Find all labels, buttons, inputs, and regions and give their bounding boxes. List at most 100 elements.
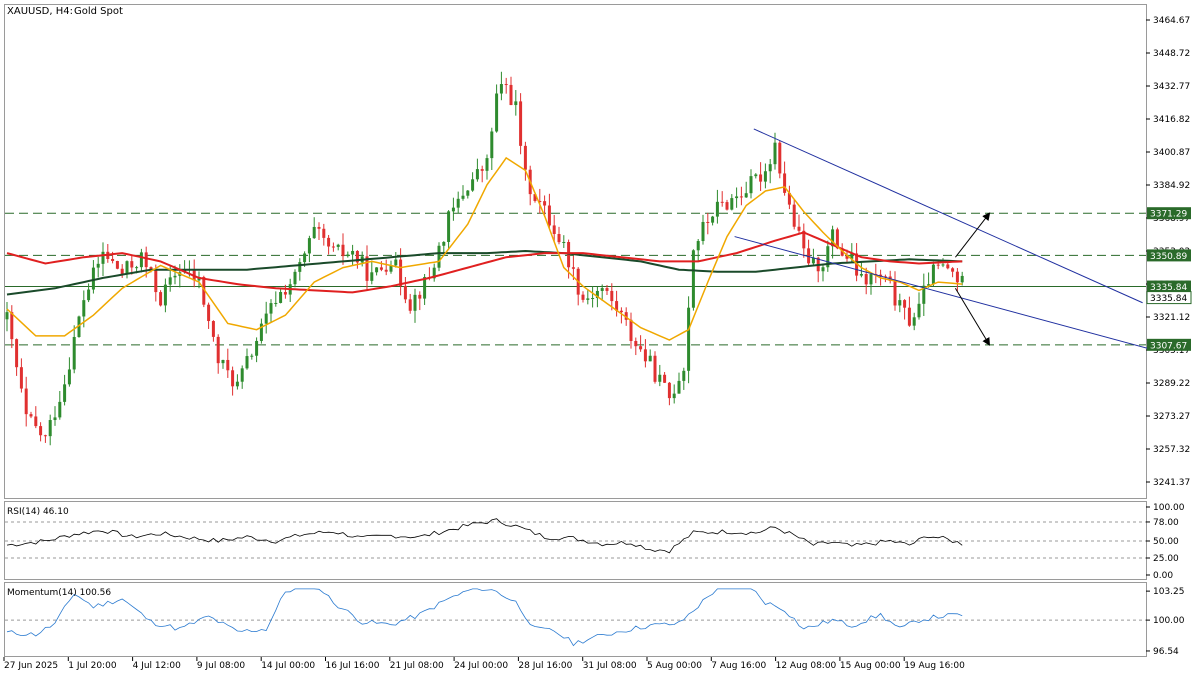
rsi-label: RSI(14) 46.10 (7, 507, 69, 517)
candle-body (331, 246, 335, 248)
candle-body (53, 417, 57, 421)
candle-body (159, 292, 163, 306)
candle-body (715, 201, 719, 217)
candle-body (34, 416, 38, 427)
candle (322, 223, 326, 246)
candle (384, 259, 388, 276)
candle (418, 291, 422, 311)
candle-body (749, 176, 753, 194)
candle (211, 320, 215, 342)
x-tick-label: 16 Jul 16:00 (326, 661, 380, 671)
price-level-label: 3350.89 (1150, 252, 1187, 262)
price-level-label: 3307.67 (1150, 341, 1187, 351)
candle-body (663, 374, 667, 383)
y-tick-label: 3400.87 (1153, 148, 1190, 158)
candle-body (687, 307, 691, 371)
candle (615, 290, 619, 317)
candle-body (317, 226, 321, 229)
candle (480, 165, 484, 183)
candle-body (485, 158, 489, 171)
candle-body (144, 252, 148, 268)
candle (139, 248, 143, 273)
candle-body (591, 298, 595, 300)
candle (576, 267, 580, 306)
candle-body (955, 271, 959, 283)
candle (735, 187, 739, 208)
candle (456, 191, 460, 214)
candle-body (725, 202, 729, 210)
candle-body (946, 264, 950, 269)
candle (202, 275, 206, 308)
candle (629, 312, 633, 349)
candle-body (283, 292, 287, 295)
candle-body (96, 263, 100, 268)
momentum-tick-label: 96.54 (1153, 647, 1179, 657)
candle-body (5, 312, 9, 320)
candle (432, 263, 436, 282)
candle (543, 195, 547, 217)
candle (39, 422, 43, 442)
candle-body (835, 229, 839, 249)
candle-body (154, 270, 158, 293)
candle-body (379, 267, 383, 270)
candle (226, 348, 230, 378)
candle-body (216, 336, 220, 364)
y-tick-label: 3257.32 (1153, 445, 1190, 455)
candle-body (619, 310, 623, 313)
candle (63, 374, 67, 406)
candle (931, 261, 935, 287)
y-tick-label: 3448.72 (1153, 49, 1190, 59)
candle (77, 315, 81, 338)
candle-body (495, 93, 499, 132)
price-level-label: 3335.84 (1150, 283, 1187, 293)
candle-body (533, 194, 537, 201)
candle-body (941, 264, 945, 266)
candle-body (346, 254, 350, 257)
candle (96, 256, 100, 278)
channel-upper-line (753, 128, 1143, 304)
candle-body (802, 230, 806, 249)
candle (610, 283, 614, 311)
candle (898, 293, 902, 313)
candle (826, 240, 830, 272)
candle (768, 158, 772, 184)
candle-body (139, 252, 143, 268)
candle (677, 372, 681, 394)
candle (519, 93, 523, 155)
candle-body (624, 312, 628, 320)
candle (912, 312, 916, 331)
candle (269, 299, 273, 323)
candle-body (399, 259, 403, 286)
x-tick-label: 5 Aug 00:00 (647, 661, 702, 671)
candle (274, 291, 278, 307)
candle-body (48, 420, 52, 437)
candle (53, 406, 57, 426)
candle (331, 242, 335, 252)
candle (15, 338, 19, 376)
x-tick-label: 9 Jul 08:00 (197, 661, 246, 671)
momentum-pane-frame (4, 582, 1147, 657)
y-tick-label: 3289.22 (1153, 379, 1190, 389)
candle (437, 242, 441, 272)
x-axis: 27 Jun 2025 1 Jul 20:00 4 Jul 12:00 9 Jul 0… (3, 657, 965, 671)
momentum-label: Momentum(14) 100.56 (7, 588, 111, 598)
candle-body (936, 264, 940, 266)
candle (120, 264, 124, 278)
candle-body (864, 274, 868, 285)
candle-body (298, 262, 302, 272)
candle-body (547, 205, 551, 226)
candle (739, 186, 743, 206)
candle (759, 162, 763, 191)
candle (346, 251, 350, 258)
candle (264, 301, 268, 334)
candle-body (130, 261, 134, 268)
candle-body (667, 382, 671, 399)
candle-body (643, 349, 647, 362)
rsi-pane: 100.00 78.00 50.00 25.00 0.00 (5, 503, 1185, 581)
candle (466, 189, 470, 199)
candle (706, 212, 710, 235)
candle (159, 290, 163, 307)
candle-body (763, 171, 767, 182)
candle (495, 84, 499, 133)
